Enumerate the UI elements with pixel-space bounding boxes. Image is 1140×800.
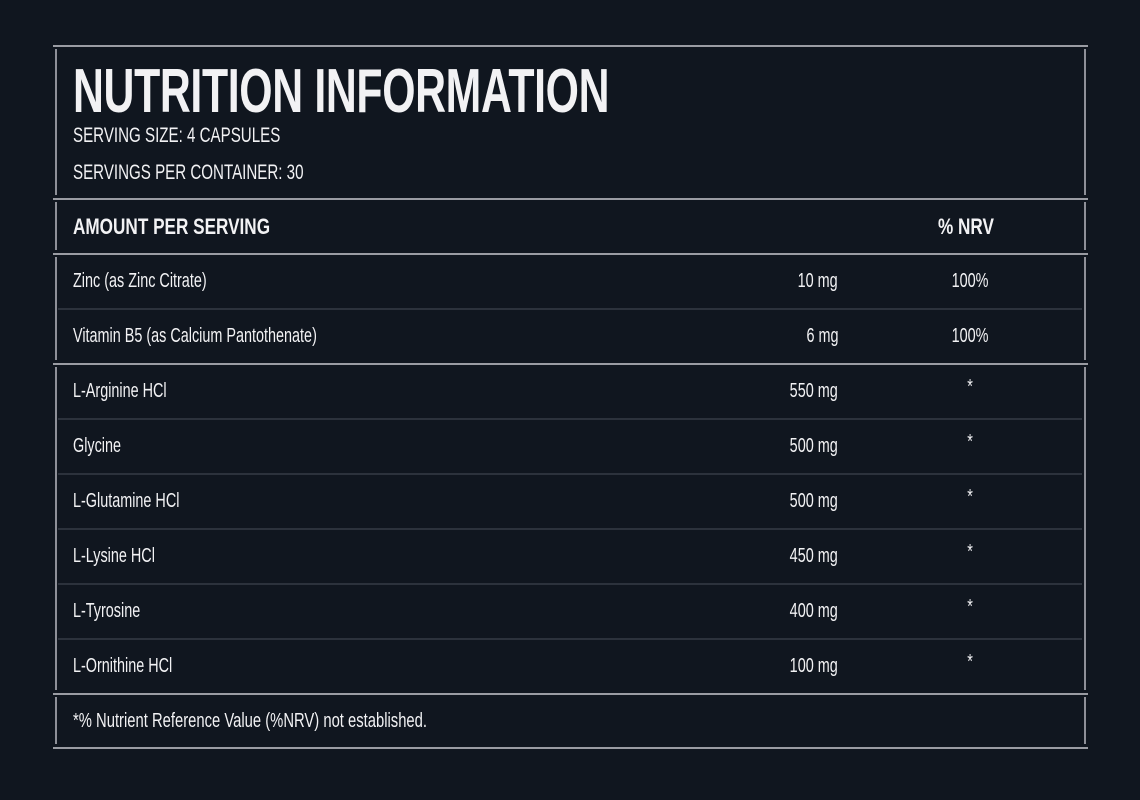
- border-right: [1084, 257, 1086, 360]
- nutrient-amount: 500 mg: [789, 435, 838, 457]
- nutrient-nrv: 100%: [951, 270, 989, 292]
- row-divider: [58, 418, 1082, 420]
- row-divider: [58, 473, 1082, 475]
- divider: [53, 747, 1088, 749]
- border-left: [55, 697, 57, 744]
- border-left: [55, 49, 57, 195]
- page-title: NUTRITION INFORMATION: [73, 57, 610, 126]
- border-left: [55, 257, 57, 360]
- nutrient-name: L-Glutamine HCl: [73, 490, 180, 512]
- nutrient-nrv: *: [967, 596, 973, 618]
- border-left: [55, 202, 57, 250]
- nutrient-nrv: *: [967, 376, 973, 398]
- border-right: [1084, 367, 1086, 690]
- nutrient-name: L-Lysine HCl: [73, 545, 155, 567]
- nutrient-amount: 400 mg: [789, 600, 838, 622]
- nutrient-amount: 100 mg: [789, 655, 838, 677]
- border-left: [55, 367, 57, 690]
- divider: [53, 693, 1088, 695]
- border-right: [1084, 202, 1086, 250]
- nutrient-amount: 6 mg: [805, 325, 838, 347]
- column-header-nrv: % NRV: [938, 214, 994, 239]
- nutrient-nrv: *: [967, 431, 973, 453]
- divider: [53, 198, 1088, 200]
- divider: [53, 253, 1088, 255]
- row-divider: [58, 308, 1082, 310]
- nutrient-amount: 10 mg: [797, 270, 838, 292]
- row-divider: [58, 583, 1082, 585]
- border-right: [1084, 49, 1086, 195]
- nutrient-nrv: *: [967, 651, 973, 673]
- nutrient-nrv: *: [967, 486, 973, 508]
- nutrient-nrv: *: [967, 541, 973, 563]
- nutrient-name: Glycine: [73, 435, 122, 457]
- servings-per-container: SERVINGS PER CONTAINER: 30: [73, 161, 304, 184]
- column-header-amount: AMOUNT PER SERVING: [73, 214, 271, 239]
- nutrient-name: Vitamin B5 (as Calcium Pantothenate): [73, 325, 317, 347]
- divider: [53, 363, 1088, 365]
- nutrient-amount: 550 mg: [789, 380, 838, 402]
- row-divider: [58, 638, 1082, 640]
- footnote: *% Nutrient Reference Value (%NRV) not e…: [73, 710, 428, 732]
- border-right: [1084, 697, 1086, 744]
- row-divider: [58, 528, 1082, 530]
- nutrient-amount: 450 mg: [789, 545, 838, 567]
- nutrient-amount: 500 mg: [789, 490, 838, 512]
- divider: [53, 45, 1088, 47]
- nutrient-name: L-Tyrosine: [73, 600, 141, 622]
- serving-size: SERVING SIZE: 4 CAPSULES: [73, 124, 281, 147]
- nutrient-name: L-Arginine HCl: [73, 380, 167, 402]
- nutrient-name: Zinc (as Zinc Citrate): [73, 270, 207, 292]
- nutrient-nrv: 100%: [951, 325, 989, 347]
- nutrient-name: L-Ornithine HCl: [73, 655, 173, 677]
